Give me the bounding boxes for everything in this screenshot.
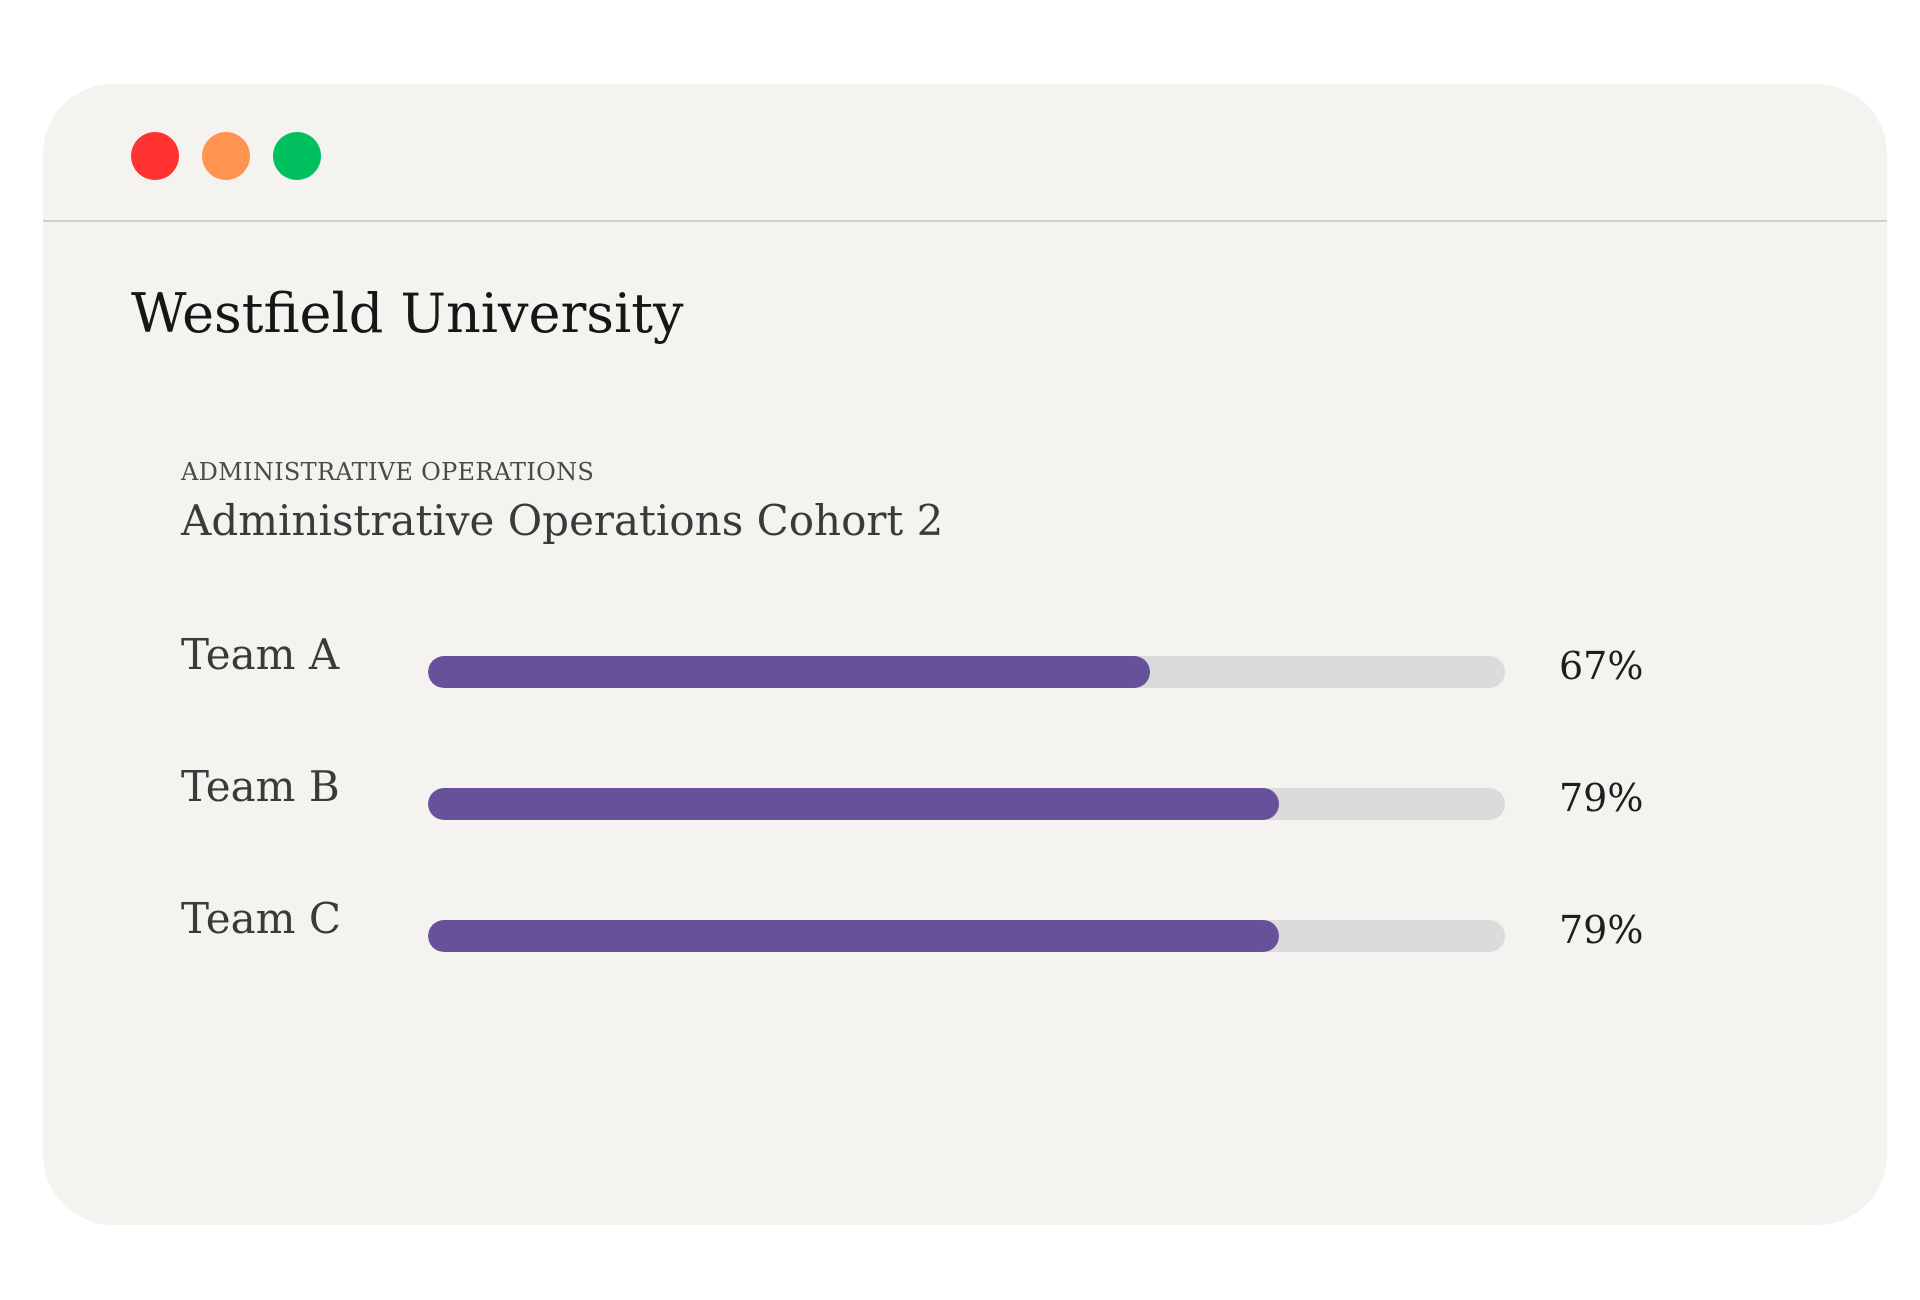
team-label: Team B: [181, 762, 340, 811]
progress-track: [428, 920, 1505, 952]
progress-track: [428, 788, 1505, 820]
progress-track: [428, 656, 1505, 688]
team-row-c: Team C 79%: [43, 894, 1887, 974]
window-titlebar: [43, 84, 1887, 222]
progress-fill: [428, 788, 1279, 820]
progress-fill: [428, 656, 1150, 688]
progress-value: 79%: [1559, 908, 1644, 952]
progress-value: 79%: [1559, 776, 1644, 820]
section-eyebrow: ADMINISTRATIVE OPERATIONS: [181, 458, 595, 486]
app-window: Westfield University ADMINISTRATIVE OPER…: [43, 84, 1887, 1225]
team-row-a: Team A 67%: [43, 630, 1887, 710]
progress-fill: [428, 920, 1279, 952]
team-label: Team C: [181, 894, 341, 943]
maximize-window-button[interactable]: [273, 132, 321, 180]
section-title: Administrative Operations Cohort 2: [181, 496, 944, 545]
team-row-b: Team B 79%: [43, 762, 1887, 842]
team-label: Team A: [181, 630, 340, 679]
close-window-button[interactable]: [131, 132, 179, 180]
page-title: Westfield University: [131, 282, 684, 345]
minimize-window-button[interactable]: [202, 132, 250, 180]
progress-value: 67%: [1559, 644, 1644, 688]
